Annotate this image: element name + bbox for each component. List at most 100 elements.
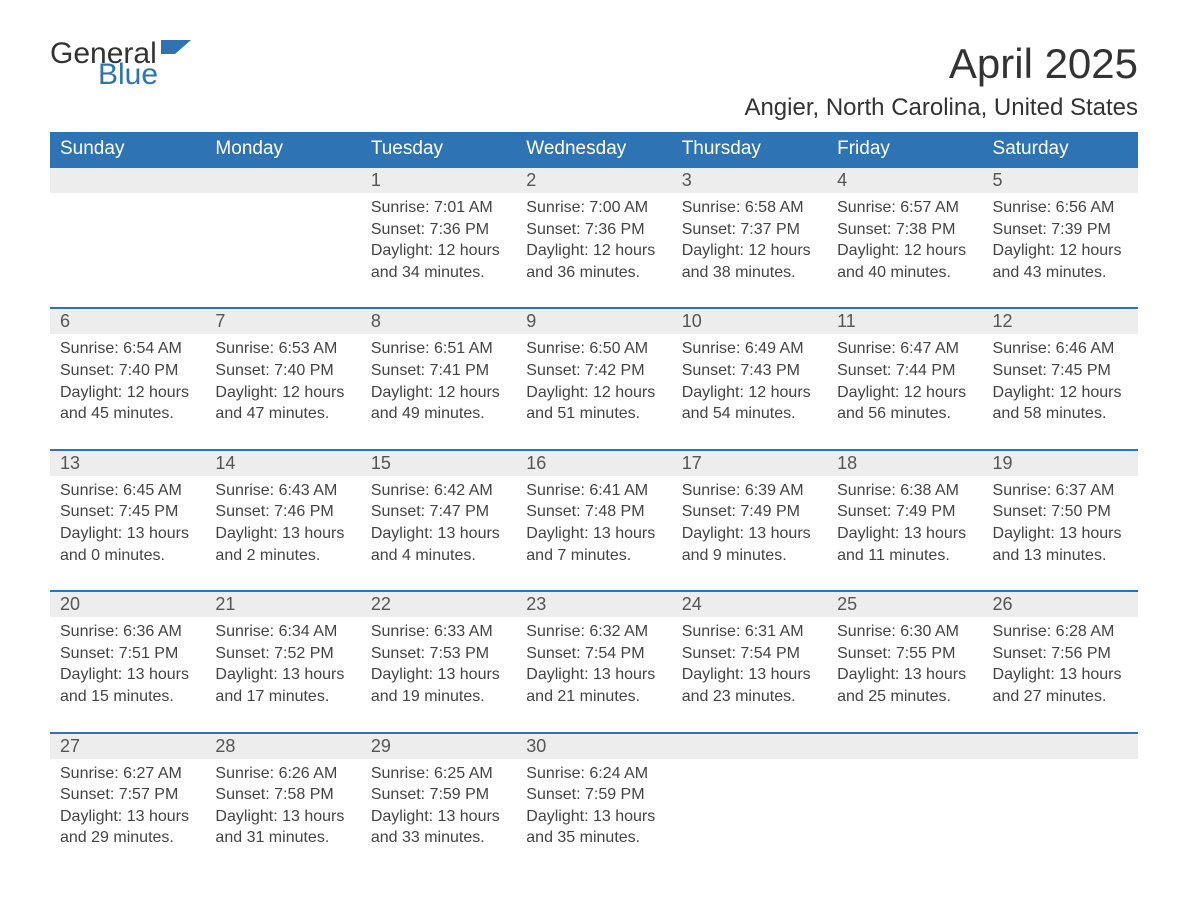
column-header: Wednesday xyxy=(516,132,671,167)
calendar-day-cell: 10Sunrise: 6:49 AMSunset: 7:43 PMDayligh… xyxy=(672,308,827,449)
brand-logo: General Blue xyxy=(50,40,191,88)
calendar-week-row: 13Sunrise: 6:45 AMSunset: 7:45 PMDayligh… xyxy=(50,450,1138,591)
day-info-line: Sunset: 7:48 PM xyxy=(526,501,661,523)
day-number: 29 xyxy=(361,734,516,759)
calendar-day-cell: 22Sunrise: 6:33 AMSunset: 7:53 PMDayligh… xyxy=(361,591,516,732)
calendar-week-row: 1Sunrise: 7:01 AMSunset: 7:36 PMDaylight… xyxy=(50,167,1138,308)
calendar-day-cell: 6Sunrise: 6:54 AMSunset: 7:40 PMDaylight… xyxy=(50,308,205,449)
day-number: 24 xyxy=(672,592,827,617)
day-info-line: Sunset: 7:53 PM xyxy=(371,643,506,665)
day-content: Sunrise: 6:58 AMSunset: 7:37 PMDaylight:… xyxy=(672,193,827,307)
day-number: 3 xyxy=(672,168,827,193)
day-number: 21 xyxy=(205,592,360,617)
day-info-line: Daylight: 13 hours and 9 minutes. xyxy=(682,523,817,566)
calendar-day-cell: 11Sunrise: 6:47 AMSunset: 7:44 PMDayligh… xyxy=(827,308,982,449)
flag-icon xyxy=(161,40,191,62)
calendar-day-cell xyxy=(983,733,1138,873)
day-info-line: Sunset: 7:36 PM xyxy=(526,219,661,241)
day-info-line: Daylight: 12 hours and 58 minutes. xyxy=(993,382,1128,425)
day-content xyxy=(983,759,1138,819)
day-info-line: Daylight: 13 hours and 21 minutes. xyxy=(526,664,661,707)
calendar-week-row: 6Sunrise: 6:54 AMSunset: 7:40 PMDaylight… xyxy=(50,308,1138,449)
day-info-line: Sunset: 7:51 PM xyxy=(60,643,195,665)
day-info-line: Daylight: 13 hours and 19 minutes. xyxy=(371,664,506,707)
day-info-line: Sunrise: 6:26 AM xyxy=(215,763,350,785)
calendar-header-row: SundayMondayTuesdayWednesdayThursdayFrid… xyxy=(50,132,1138,167)
location-subtitle: Angier, North Carolina, United States xyxy=(744,94,1138,122)
day-info-line: Daylight: 12 hours and 34 minutes. xyxy=(371,240,506,283)
day-info-line: Sunset: 7:49 PM xyxy=(837,501,972,523)
day-content: Sunrise: 7:00 AMSunset: 7:36 PMDaylight:… xyxy=(516,193,671,307)
day-info-line: Sunrise: 6:30 AM xyxy=(837,621,972,643)
day-info-line: Sunrise: 6:38 AM xyxy=(837,480,972,502)
day-info-line: Sunrise: 6:46 AM xyxy=(993,338,1128,360)
day-info-line: Sunset: 7:43 PM xyxy=(682,360,817,382)
day-number: 30 xyxy=(516,734,671,759)
day-info-line: Daylight: 13 hours and 23 minutes. xyxy=(682,664,817,707)
day-content: Sunrise: 6:45 AMSunset: 7:45 PMDaylight:… xyxy=(50,476,205,590)
day-number: 18 xyxy=(827,451,982,476)
day-number: 13 xyxy=(50,451,205,476)
calendar-day-cell: 26Sunrise: 6:28 AMSunset: 7:56 PMDayligh… xyxy=(983,591,1138,732)
calendar-day-cell: 19Sunrise: 6:37 AMSunset: 7:50 PMDayligh… xyxy=(983,450,1138,591)
day-content: Sunrise: 6:56 AMSunset: 7:39 PMDaylight:… xyxy=(983,193,1138,307)
day-info-line: Sunset: 7:58 PM xyxy=(215,784,350,806)
day-info-line: Sunrise: 6:45 AM xyxy=(60,480,195,502)
day-info-line: Daylight: 13 hours and 11 minutes. xyxy=(837,523,972,566)
calendar-day-cell: 12Sunrise: 6:46 AMSunset: 7:45 PMDayligh… xyxy=(983,308,1138,449)
calendar-day-cell: 4Sunrise: 6:57 AMSunset: 7:38 PMDaylight… xyxy=(827,167,982,308)
calendar-day-cell: 18Sunrise: 6:38 AMSunset: 7:49 PMDayligh… xyxy=(827,450,982,591)
day-info-line: Sunrise: 6:42 AM xyxy=(371,480,506,502)
day-number: 15 xyxy=(361,451,516,476)
day-content: Sunrise: 6:38 AMSunset: 7:49 PMDaylight:… xyxy=(827,476,982,590)
day-content: Sunrise: 6:30 AMSunset: 7:55 PMDaylight:… xyxy=(827,617,982,731)
day-content: Sunrise: 6:28 AMSunset: 7:56 PMDaylight:… xyxy=(983,617,1138,731)
calendar-day-cell: 13Sunrise: 6:45 AMSunset: 7:45 PMDayligh… xyxy=(50,450,205,591)
day-info-line: Sunrise: 6:49 AM xyxy=(682,338,817,360)
day-info-line: Daylight: 13 hours and 25 minutes. xyxy=(837,664,972,707)
day-info-line: Daylight: 12 hours and 51 minutes. xyxy=(526,382,661,425)
day-content: Sunrise: 6:39 AMSunset: 7:49 PMDaylight:… xyxy=(672,476,827,590)
page-header: General Blue April 2025 Angier, North Ca… xyxy=(50,40,1138,122)
day-content: Sunrise: 6:50 AMSunset: 7:42 PMDaylight:… xyxy=(516,334,671,448)
day-info-line: Sunset: 7:39 PM xyxy=(993,219,1128,241)
column-header: Friday xyxy=(827,132,982,167)
calendar-day-cell xyxy=(205,167,360,308)
day-info-line: Sunset: 7:49 PM xyxy=(682,501,817,523)
day-number: 23 xyxy=(516,592,671,617)
day-number: 1 xyxy=(361,168,516,193)
day-info-line: Sunset: 7:38 PM xyxy=(837,219,972,241)
day-number xyxy=(983,734,1138,759)
day-info-line: Daylight: 13 hours and 7 minutes. xyxy=(526,523,661,566)
day-info-line: Sunrise: 6:39 AM xyxy=(682,480,817,502)
day-content: Sunrise: 6:25 AMSunset: 7:59 PMDaylight:… xyxy=(361,759,516,873)
calendar-table: SundayMondayTuesdayWednesdayThursdayFrid… xyxy=(50,132,1138,873)
day-info-line: Daylight: 13 hours and 33 minutes. xyxy=(371,806,506,849)
day-info-line: Daylight: 12 hours and 47 minutes. xyxy=(215,382,350,425)
day-content: Sunrise: 7:01 AMSunset: 7:36 PMDaylight:… xyxy=(361,193,516,307)
day-info-line: Sunset: 7:40 PM xyxy=(215,360,350,382)
day-content: Sunrise: 6:54 AMSunset: 7:40 PMDaylight:… xyxy=(50,334,205,448)
day-info-line: Sunset: 7:46 PM xyxy=(215,501,350,523)
day-info-line: Sunrise: 6:37 AM xyxy=(993,480,1128,502)
calendar-week-row: 20Sunrise: 6:36 AMSunset: 7:51 PMDayligh… xyxy=(50,591,1138,732)
day-number: 22 xyxy=(361,592,516,617)
day-content: Sunrise: 6:34 AMSunset: 7:52 PMDaylight:… xyxy=(205,617,360,731)
column-header: Tuesday xyxy=(361,132,516,167)
day-info-line: Sunset: 7:42 PM xyxy=(526,360,661,382)
day-content: Sunrise: 6:31 AMSunset: 7:54 PMDaylight:… xyxy=(672,617,827,731)
day-info-line: Sunrise: 6:56 AM xyxy=(993,197,1128,219)
day-number: 16 xyxy=(516,451,671,476)
day-info-line: Sunset: 7:56 PM xyxy=(993,643,1128,665)
day-info-line: Sunset: 7:47 PM xyxy=(371,501,506,523)
day-info-line: Daylight: 12 hours and 43 minutes. xyxy=(993,240,1128,283)
day-number xyxy=(50,168,205,193)
day-info-line: Sunrise: 6:54 AM xyxy=(60,338,195,360)
calendar-day-cell: 3Sunrise: 6:58 AMSunset: 7:37 PMDaylight… xyxy=(672,167,827,308)
calendar-day-cell: 17Sunrise: 6:39 AMSunset: 7:49 PMDayligh… xyxy=(672,450,827,591)
day-content xyxy=(50,193,205,253)
day-info-line: Daylight: 12 hours and 40 minutes. xyxy=(837,240,972,283)
day-info-line: Daylight: 12 hours and 54 minutes. xyxy=(682,382,817,425)
day-number: 28 xyxy=(205,734,360,759)
calendar-day-cell: 7Sunrise: 6:53 AMSunset: 7:40 PMDaylight… xyxy=(205,308,360,449)
